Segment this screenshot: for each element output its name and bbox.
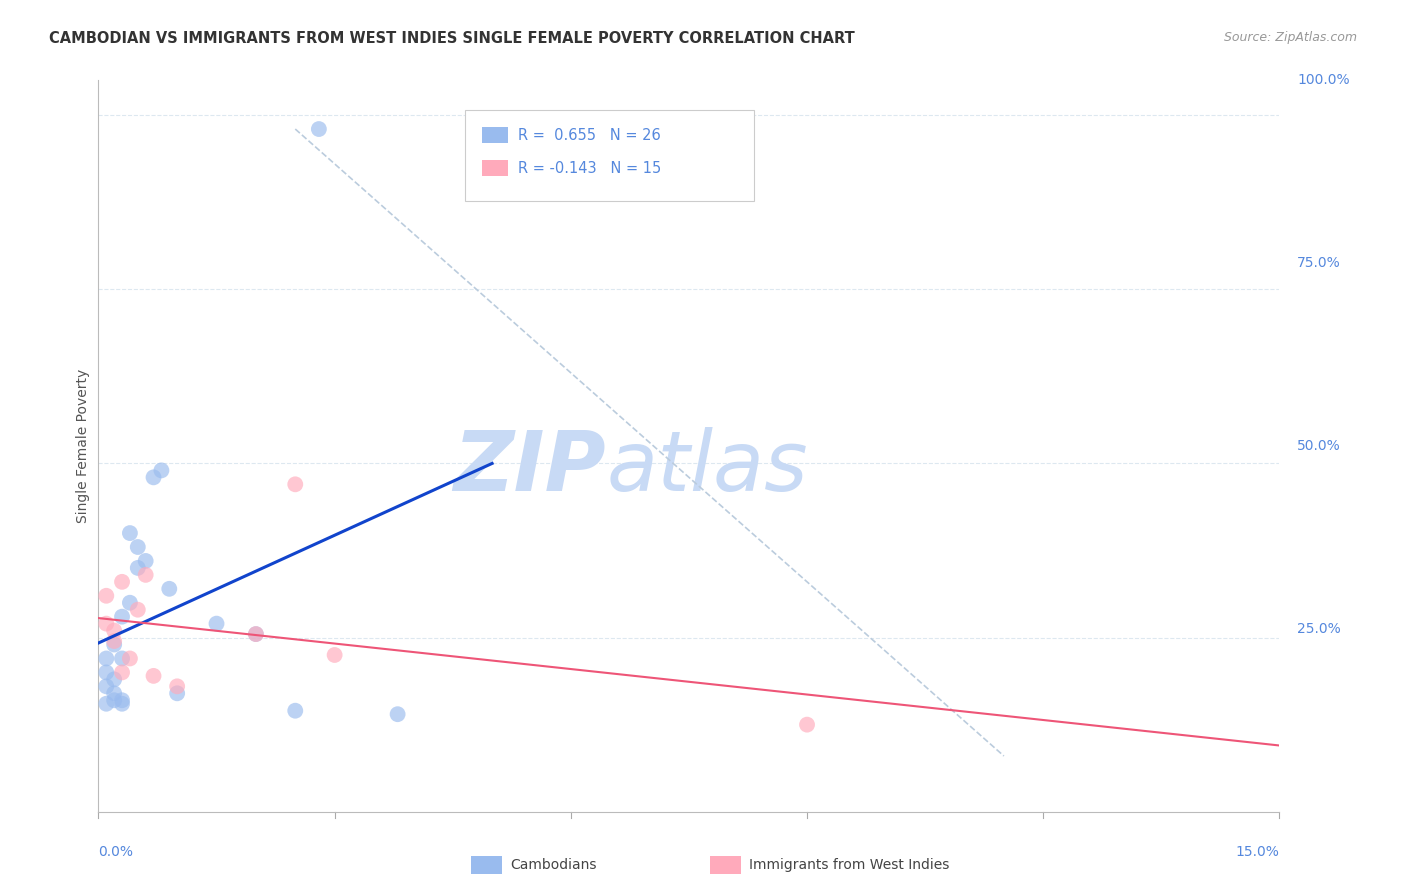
- Point: [111, 693, 134, 707]
- Point: [135, 567, 157, 582]
- Point: [118, 596, 141, 610]
- Point: [103, 638, 125, 652]
- Point: [118, 526, 141, 541]
- Text: Source: ZipAtlas.com: Source: ZipAtlas.com: [1223, 31, 1357, 45]
- Point: [127, 561, 149, 575]
- Point: [111, 697, 134, 711]
- FancyBboxPatch shape: [464, 110, 754, 201]
- Point: [96, 589, 118, 603]
- Point: [111, 574, 134, 589]
- Point: [135, 554, 157, 568]
- Point: [96, 616, 118, 631]
- Text: 0.0%: 0.0%: [98, 845, 134, 859]
- Point: [103, 673, 125, 687]
- Text: R =  0.655   N = 26: R = 0.655 N = 26: [517, 128, 661, 143]
- Point: [96, 651, 118, 665]
- Text: 50.0%: 50.0%: [1298, 439, 1341, 453]
- Point: [103, 686, 125, 700]
- Point: [103, 634, 125, 648]
- Point: [205, 616, 228, 631]
- Point: [245, 627, 267, 641]
- Point: [96, 665, 118, 680]
- Point: [111, 651, 134, 665]
- Point: [111, 665, 134, 680]
- Text: Cambodians: Cambodians: [510, 858, 598, 872]
- Text: R = -0.143   N = 15: R = -0.143 N = 15: [517, 161, 661, 176]
- Point: [157, 582, 180, 596]
- Text: atlas: atlas: [606, 427, 808, 508]
- Point: [245, 627, 267, 641]
- Text: 100.0%: 100.0%: [1298, 73, 1350, 87]
- Point: [150, 463, 173, 477]
- Point: [127, 603, 149, 617]
- Point: [103, 624, 125, 638]
- Point: [284, 704, 307, 718]
- Point: [308, 122, 330, 136]
- Point: [111, 609, 134, 624]
- Point: [118, 651, 141, 665]
- Point: [284, 477, 307, 491]
- Point: [96, 697, 118, 711]
- Y-axis label: Single Female Poverty: Single Female Poverty: [76, 369, 90, 523]
- Text: ZIP: ZIP: [454, 427, 606, 508]
- Point: [142, 669, 165, 683]
- FancyBboxPatch shape: [482, 160, 508, 176]
- Text: Immigrants from West Indies: Immigrants from West Indies: [749, 858, 950, 872]
- Point: [796, 717, 818, 731]
- Point: [387, 707, 409, 722]
- Text: 75.0%: 75.0%: [1298, 256, 1341, 270]
- Point: [166, 686, 188, 700]
- Point: [96, 679, 118, 693]
- Point: [142, 470, 165, 484]
- Point: [127, 540, 149, 554]
- Point: [103, 693, 125, 707]
- Text: 25.0%: 25.0%: [1298, 622, 1341, 636]
- Text: 15.0%: 15.0%: [1236, 845, 1279, 859]
- Text: CAMBODIAN VS IMMIGRANTS FROM WEST INDIES SINGLE FEMALE POVERTY CORRELATION CHART: CAMBODIAN VS IMMIGRANTS FROM WEST INDIES…: [49, 31, 855, 46]
- FancyBboxPatch shape: [482, 127, 508, 144]
- Point: [323, 648, 346, 662]
- Point: [166, 679, 188, 693]
